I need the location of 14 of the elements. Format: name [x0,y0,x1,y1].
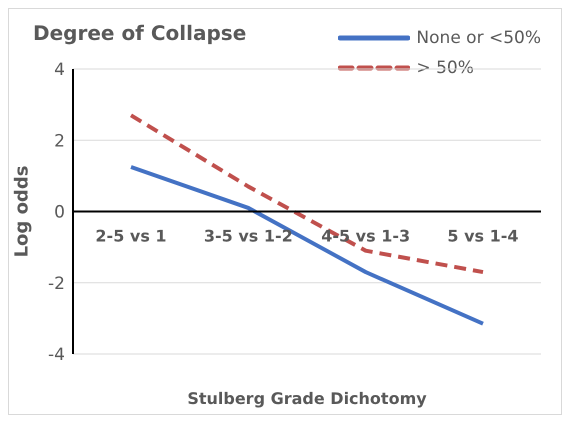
chart-title: Degree of Collapse [33,21,246,45]
x-tick-label: 3-5 vs 1-2 [204,226,293,246]
y-tick-label: 2 [54,131,65,152]
x-tick-label: 2-5 vs 1 [95,226,167,246]
y-tick-label: -2 [48,274,65,294]
x-tick-label: 5 vs 1-4 [447,226,519,246]
x-axis-title: Stulberg Grade Dichotomy [187,389,428,408]
y-tick-label: 4 [54,60,65,80]
y-axis-title: Log odds [11,166,32,258]
line-series [129,164,485,326]
y-tick-label: -4 [48,345,65,366]
y-tick-label: 0 [54,202,65,223]
legend-label: None or <50% [416,28,541,48]
line-series [129,113,485,274]
